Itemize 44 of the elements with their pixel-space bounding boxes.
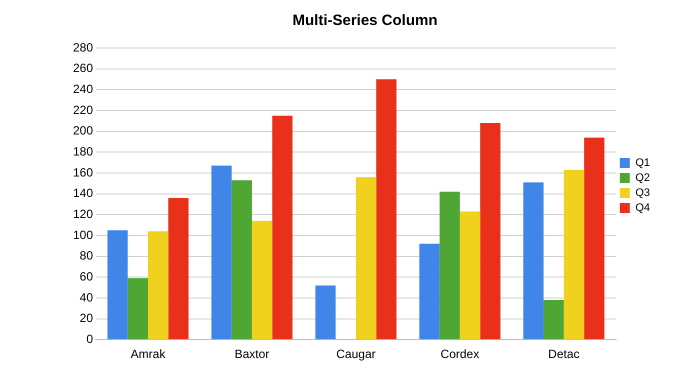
legend-label: Q3 [635,187,650,200]
bar [148,231,168,340]
y-tick-label: 120 [72,206,94,221]
bar [419,244,440,340]
x-tick-label: Amrak [130,347,166,362]
bar [252,220,272,340]
y-tick-label: 240 [72,82,94,96]
legend-label: Q1 [635,157,650,170]
bar [544,300,564,340]
bar [315,285,336,340]
legend-label: Q4 [635,202,650,214]
y-tick-label: 40 [80,290,94,304]
y-tick-label: 200 [72,124,94,138]
bar [356,177,376,340]
bar [523,182,544,340]
y-tick-label: 280 [72,40,94,54]
y-tick-label: 0 [86,332,94,346]
x-tick-label: Baxtor [234,347,270,362]
y-tick-label: 220 [72,102,94,117]
bar [460,212,480,340]
bar [211,166,232,340]
bar [107,230,128,340]
bar [168,198,189,340]
y-tick-label: 260 [72,61,94,76]
bar [128,278,148,340]
bar [584,138,604,340]
bar [232,180,252,340]
y-tick-label: 180 [72,144,94,158]
chart-title: Multi-Series Column [292,12,438,30]
x-tick-label: Caugar [336,347,376,362]
bar [480,122,500,340]
bar [440,192,460,340]
y-tick-label: 60 [80,269,94,284]
y-tick-label: 20 [80,311,94,326]
y-tick-label: 160 [72,165,94,180]
y-tick-label: 100 [72,228,94,242]
y-tick-label: 80 [80,248,94,263]
y-tick-label: 140 [72,186,94,200]
legend-label: Q2 [635,172,650,184]
bar [564,170,584,340]
x-tick-label: Detac [548,347,580,362]
bar [272,116,293,340]
bar [376,79,396,340]
x-tick-label: Cordex [440,347,480,362]
